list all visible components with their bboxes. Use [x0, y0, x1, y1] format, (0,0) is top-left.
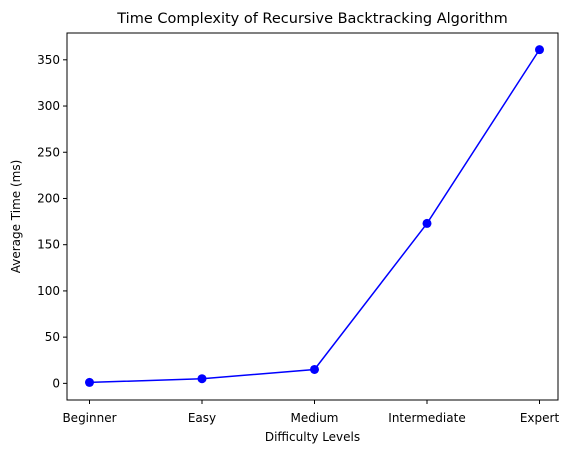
data-point — [422, 218, 432, 228]
y-tick-label: 200 — [37, 191, 60, 205]
data-point — [85, 377, 94, 387]
data-point — [310, 364, 319, 374]
y-tick-label: 250 — [37, 145, 60, 159]
data-point — [197, 374, 207, 384]
y-tick-label: 300 — [37, 99, 60, 113]
y-tick-label: 100 — [37, 284, 60, 298]
y-axis-ticks: 0 50 100 150 200 250 300 350 — [37, 53, 67, 390]
y-tick-label: 350 — [37, 53, 60, 67]
x-axis-label: Difficulty Levels — [265, 430, 360, 444]
y-tick-label: 50 — [45, 330, 60, 344]
x-tick-label: Medium — [291, 411, 339, 425]
plot-area-frame — [66, 32, 559, 401]
series-line — [89, 49, 541, 384]
x-axis-ticks: Beginner Easy Medium Intermediate Expert — [62, 400, 559, 425]
data-points — [85, 45, 544, 387]
y-tick-label: 0 — [52, 376, 60, 390]
y-tick-label: 150 — [37, 238, 60, 252]
x-tick-label: Beginner — [62, 411, 116, 425]
data-point — [535, 45, 544, 55]
x-tick-label: Intermediate — [388, 411, 465, 425]
x-tick-label: Expert — [520, 411, 560, 425]
x-tick-label: Easy — [188, 411, 216, 425]
y-axis-label: Average Time (ms) — [9, 160, 23, 274]
chart-title: Time Complexity of Recursive Backtrackin… — [116, 11, 508, 27]
